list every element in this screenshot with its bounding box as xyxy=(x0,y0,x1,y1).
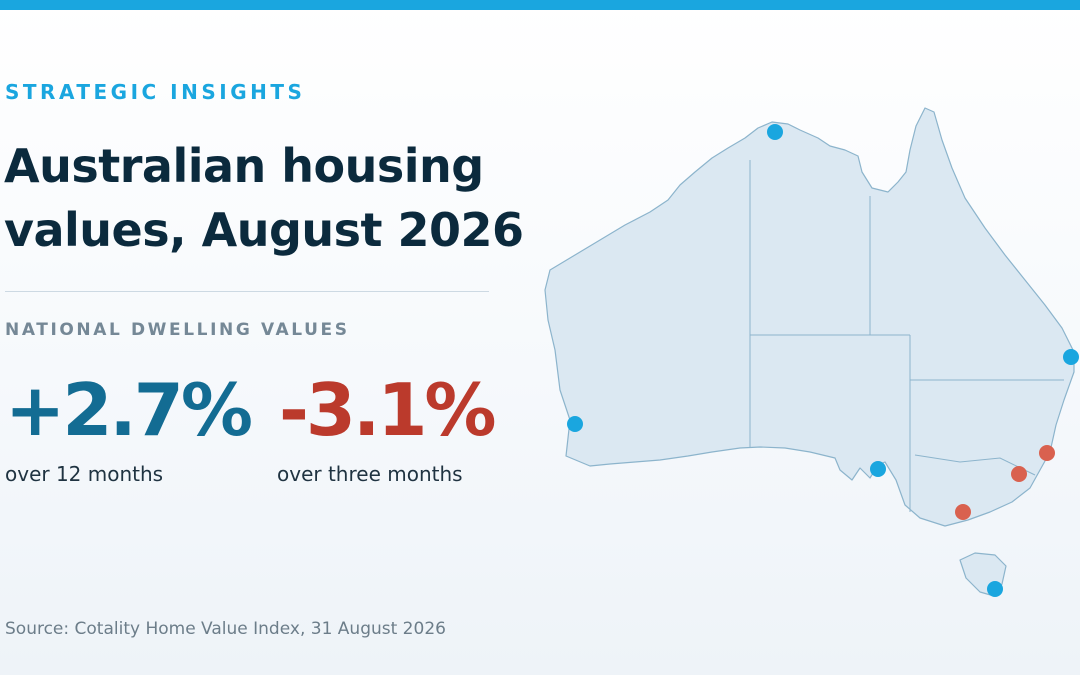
annual-change-value: +2.7% xyxy=(5,368,253,452)
west-coast-city-marker xyxy=(567,416,583,432)
east-coast-city-marker xyxy=(1063,349,1079,365)
page-title: Australian housing values, August 2026 xyxy=(4,139,524,257)
annual-change-caption: over 12 months xyxy=(5,462,164,486)
mainland-outline xyxy=(544,107,1075,527)
section-label: NATIONAL DWELLING VALUES xyxy=(5,320,350,340)
state-borders xyxy=(749,160,1064,512)
source-note: Source: Cotality Home Value Index, 31 Au… xyxy=(5,619,446,639)
quarterly-change-caption: over three months xyxy=(277,462,463,486)
southeast-city-marker-1 xyxy=(1039,445,1055,461)
southeast-city-marker-3 xyxy=(955,504,971,520)
top-accent-bar xyxy=(0,0,1080,10)
south-city-marker xyxy=(870,461,886,477)
australia-map-icon xyxy=(544,107,1079,597)
northern-city-marker xyxy=(767,124,783,140)
southeast-city-marker-2 xyxy=(1011,466,1027,482)
city-markers xyxy=(567,124,1079,597)
eyebrow-label: STRATEGIC INSIGHTS xyxy=(5,80,306,104)
quarterly-change-value: -3.1% xyxy=(279,368,497,452)
divider xyxy=(5,291,489,292)
tasmania-city-marker xyxy=(987,581,1003,597)
